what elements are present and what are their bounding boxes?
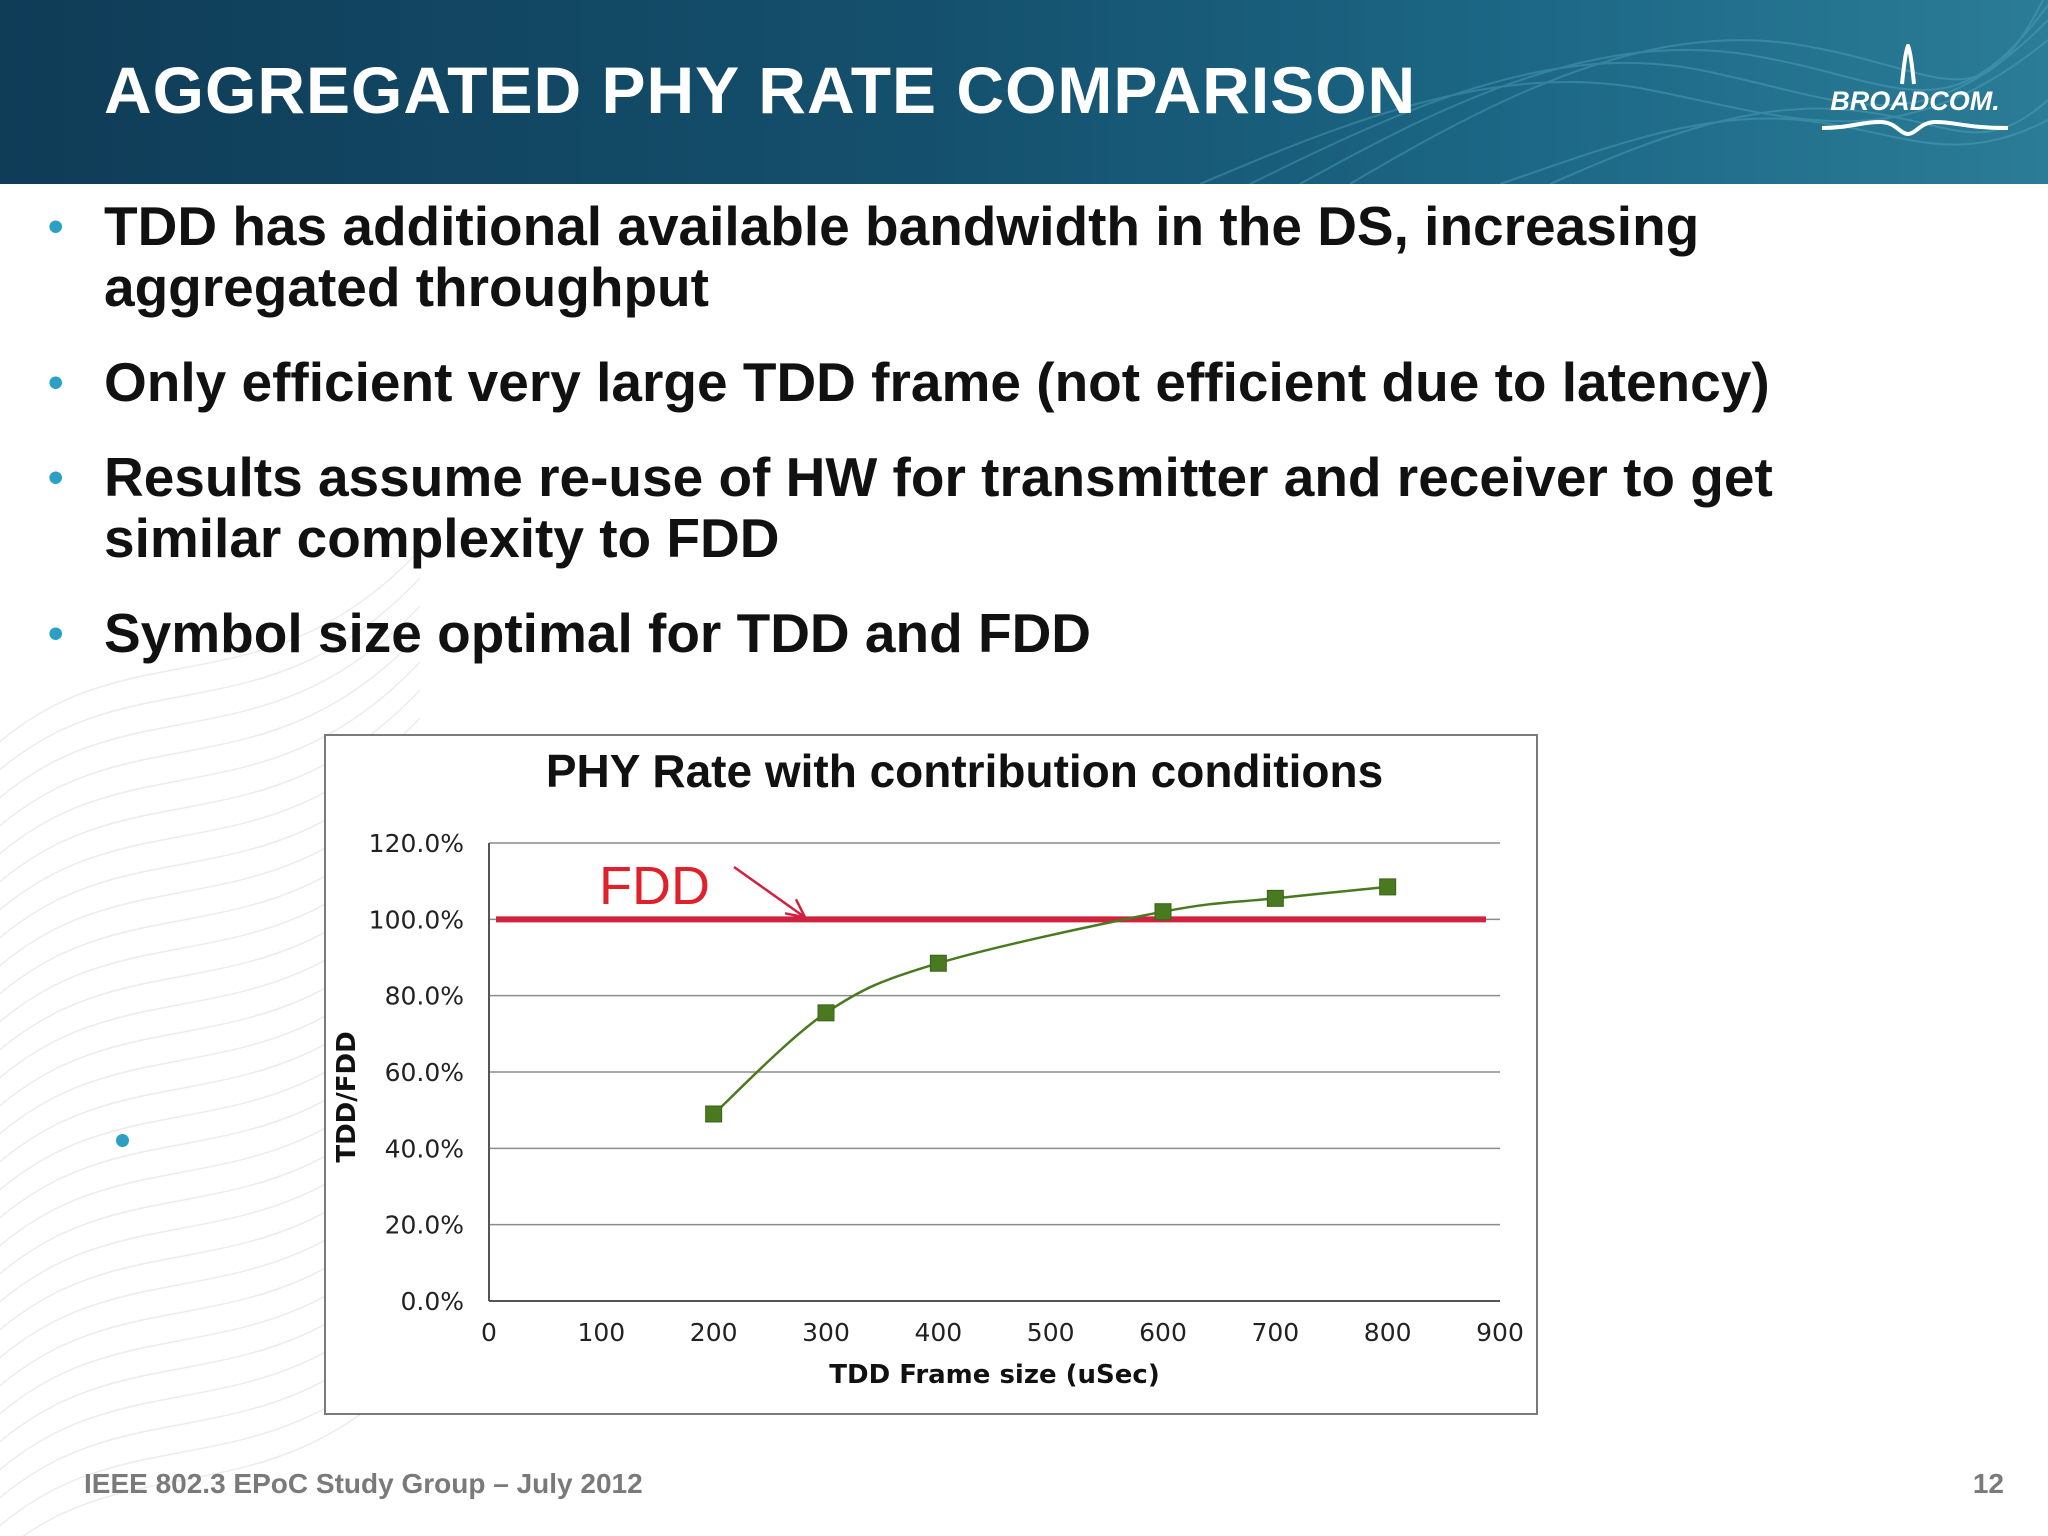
phy-rate-chart: PHY Rate with contribution conditions 0.0… [332, 745, 1524, 1390]
bullet-text: Only efficient very large TDD frame (not… [104, 351, 1770, 413]
empty-bullet-dot-icon [116, 1134, 129, 1147]
data-point-marker [929, 954, 947, 972]
fdd-arrow-head [784, 898, 807, 919]
title-bar: AGGREGATED PHY RATE COMPARISON BROADCOM. [0, 0, 2048, 184]
chart-container: PHY Rate with contribution conditions 0.0… [324, 734, 1538, 1415]
background-wave-line [0, 605, 421, 799]
bullet-item: • Results assume re-use of HW for transm… [48, 447, 1948, 569]
bullet-item: • Symbol size optimal for TDD and FDD [48, 603, 1948, 664]
bullet-dot-icon: • [48, 609, 64, 658]
y-tick-label: 80.0% [385, 982, 464, 1011]
y-axis-label: TDD/FDD [332, 1031, 362, 1162]
background-wave-line [0, 577, 421, 771]
bullet-dot-icon: • [48, 358, 64, 407]
fdd-label: FDD [599, 856, 710, 916]
page-number: 12 [1972, 1468, 2004, 1499]
background-wave-line [22, 1361, 421, 1536]
y-tick-label: 120.0% [369, 829, 464, 858]
footer-text: IEEE 802.3 EPoC Study Group – July 2012 [84, 1468, 643, 1499]
logo-wordmark: BROADCOM. [1830, 86, 2000, 116]
y-tick-label: 20.0% [385, 1211, 464, 1240]
data-point-marker [1266, 889, 1284, 907]
x-tick-label: 400 [914, 1318, 962, 1347]
x-tick-label: 0 [481, 1318, 497, 1347]
bullet-item: • TDD has additional available bandwidth… [48, 196, 1948, 318]
x-tick-label: 700 [1251, 1318, 1299, 1347]
bullet-text: Results assume re-use of HW for transmit… [104, 446, 1773, 569]
bullet-item: • Only efficient very large TDD frame (n… [48, 352, 1948, 413]
x-tick-label: 100 [577, 1318, 625, 1347]
data-point-marker [817, 1004, 835, 1022]
x-tick-label: 800 [1364, 1318, 1412, 1347]
header-wave-pattern [1199, 0, 2048, 184]
x-tick-label: 300 [802, 1318, 850, 1347]
y-tick-label: 100.0% [369, 905, 464, 934]
bullet-text: Symbol size optimal for TDD and FDD [104, 602, 1092, 664]
background-wave-line [0, 661, 421, 855]
slide-title: AGGREGATED PHY RATE COMPARISON [104, 53, 1417, 127]
chart-title: PHY Rate with contribution conditions [546, 745, 1383, 797]
x-tick-label: 200 [690, 1318, 738, 1347]
bullet-dot-icon: • [48, 453, 64, 502]
bullet-dot-icon: • [48, 202, 64, 251]
data-point-marker [705, 1105, 723, 1123]
background-wave-line [0, 549, 421, 743]
data-point-marker [1154, 903, 1172, 921]
data-point-marker [1379, 878, 1397, 896]
x-tick-label: 500 [1027, 1318, 1075, 1347]
x-tick-label: 900 [1476, 1318, 1524, 1347]
bullet-text: TDD has additional available bandwidth i… [104, 195, 1700, 318]
x-tick-label: 600 [1139, 1318, 1187, 1347]
background-wave-line [0, 633, 421, 827]
y-tick-label: 40.0% [385, 1134, 464, 1163]
y-tick-label: 0.0% [400, 1287, 464, 1316]
x-axis-label: TDD Frame size (uSec) [829, 1360, 1159, 1390]
y-tick-label: 60.0% [385, 1058, 464, 1087]
broadcom-logo: BROADCOM. [1820, 44, 2010, 144]
bullet-list: • TDD has additional available bandwidth… [48, 196, 1948, 698]
fdd-arrow [733, 865, 806, 919]
